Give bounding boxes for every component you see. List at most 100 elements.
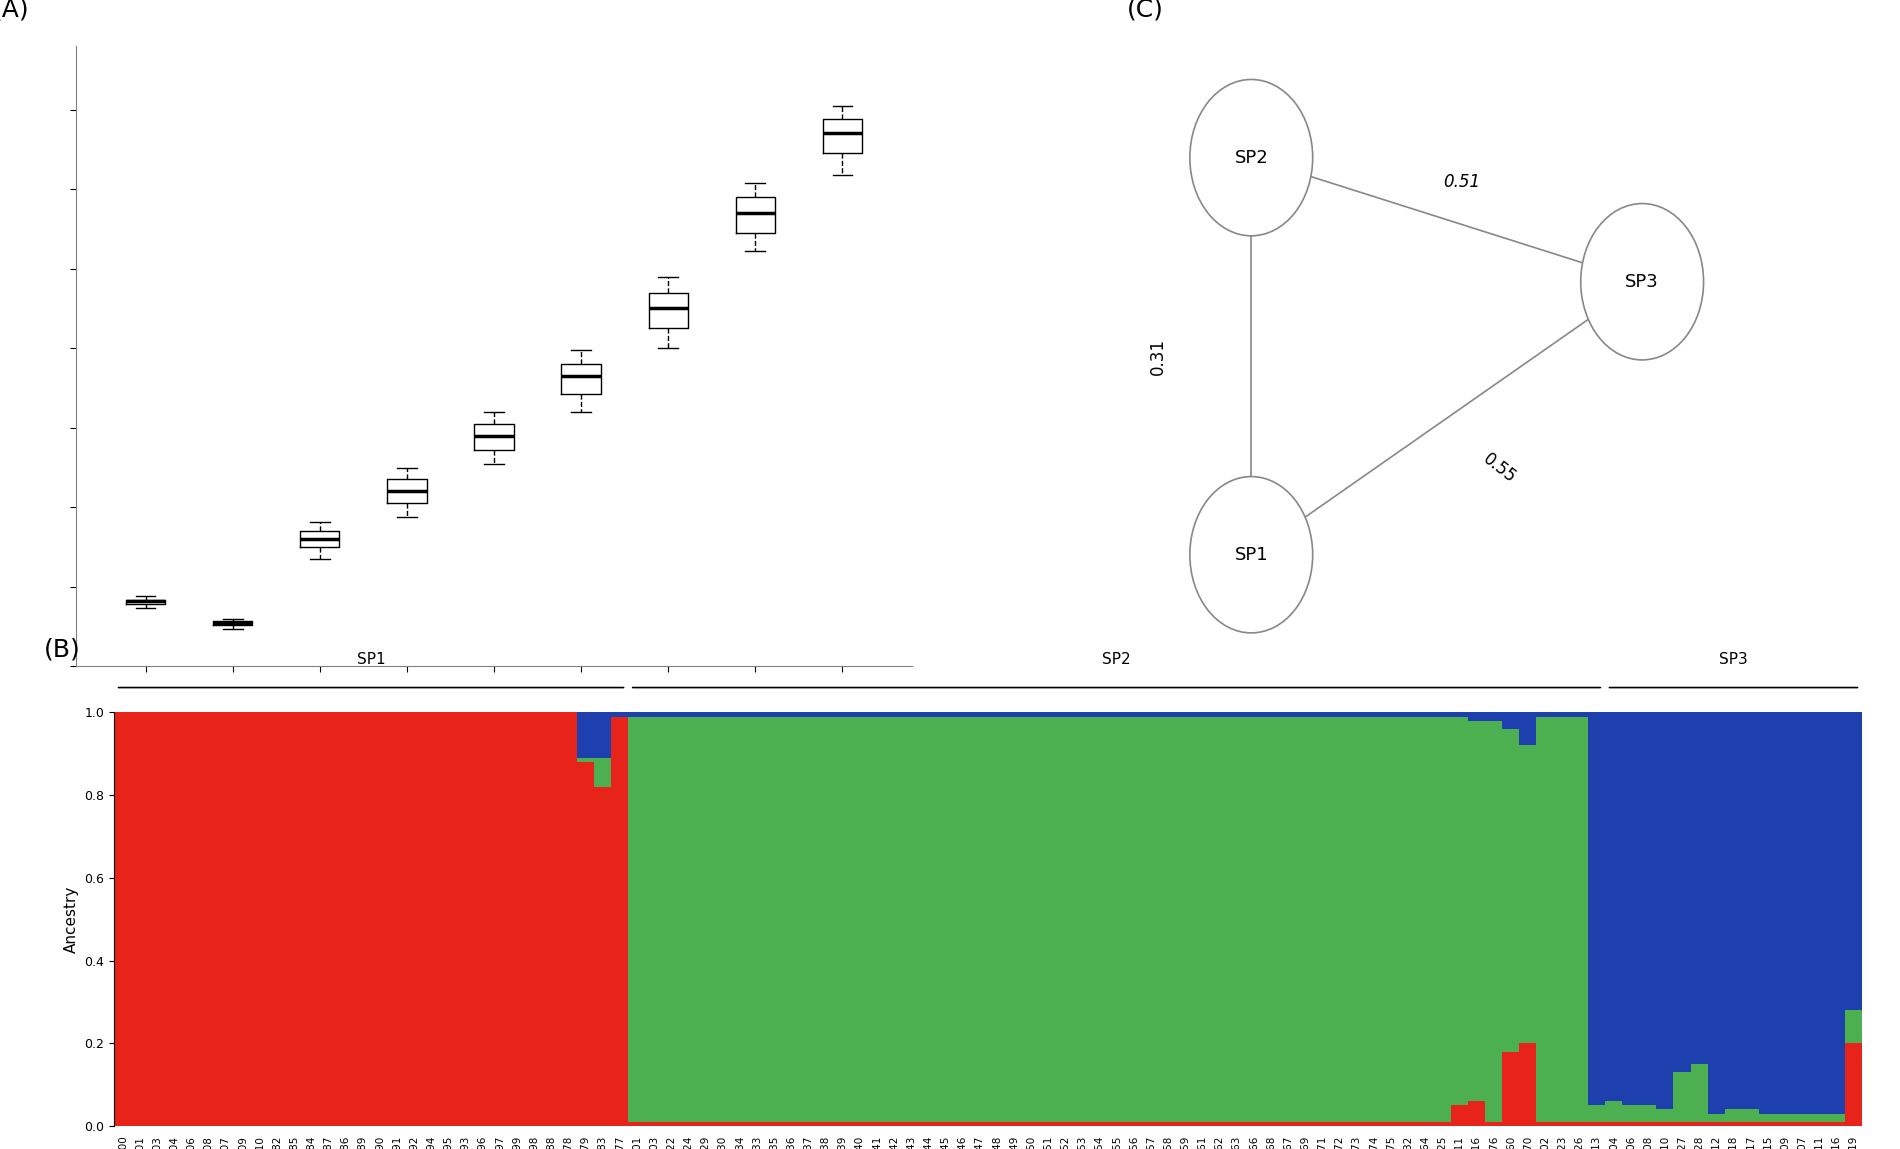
Bar (1606, 1101, 1623, 1121)
Bar (507, 712, 524, 1126)
Bar (1708, 1113, 1725, 1121)
Bar (1571, 712, 1588, 717)
Bar (1313, 1121, 1330, 1126)
Bar (1279, 1121, 1296, 1126)
Bar (1005, 712, 1022, 717)
Bar (1330, 717, 1347, 1121)
Bar (1159, 712, 1176, 717)
Bar (1691, 712, 1708, 1064)
Bar (1486, 712, 1503, 720)
Bar (1244, 1121, 1262, 1126)
Bar (1537, 712, 1554, 717)
Bar (473, 712, 490, 1126)
Bar (1503, 1051, 1520, 1126)
Bar (868, 1121, 885, 1126)
Bar (1091, 712, 1108, 717)
Text: SP2: SP2 (1102, 651, 1130, 666)
Bar (868, 717, 885, 1121)
Bar (1176, 1121, 1193, 1126)
Bar (578, 758, 595, 762)
Bar (1279, 712, 1296, 717)
Bar (1623, 712, 1640, 1105)
Bar (714, 717, 732, 1121)
Bar (1022, 717, 1039, 1121)
Bar (1039, 1121, 1056, 1126)
Bar (937, 1121, 954, 1126)
Bar (937, 717, 954, 1121)
Bar (1452, 712, 1469, 717)
Bar (1434, 712, 1452, 717)
Bar (885, 712, 902, 717)
Ellipse shape (1189, 477, 1313, 633)
Bar (595, 712, 612, 758)
Bar (800, 1121, 817, 1126)
Bar (1776, 712, 1794, 1113)
Bar (920, 717, 937, 1121)
Bar (1520, 712, 1537, 746)
Bar (1434, 1121, 1452, 1126)
Bar (1108, 712, 1125, 717)
Bar (1210, 1121, 1227, 1126)
Bar (954, 712, 971, 717)
Text: 0.31: 0.31 (1150, 338, 1167, 375)
Bar (1794, 712, 1811, 1113)
Bar (1674, 1072, 1691, 1121)
Bar (783, 712, 800, 717)
Text: SP2: SP2 (1235, 148, 1267, 167)
Bar (1588, 1105, 1605, 1121)
Bar (1469, 712, 1486, 720)
Bar (1398, 1121, 1415, 1126)
Bar (1330, 1121, 1347, 1126)
Bar (1725, 1121, 1742, 1126)
Bar (1554, 1121, 1571, 1126)
Bar (834, 717, 851, 1121)
Bar (1725, 712, 1742, 1110)
Bar (456, 712, 473, 1126)
Bar (612, 717, 629, 1126)
Bar (1657, 1121, 1674, 1126)
Bar (817, 1121, 834, 1126)
Bar (1381, 717, 1398, 1121)
Bar (1296, 1121, 1313, 1126)
Bar (697, 1121, 714, 1126)
Bar (851, 712, 868, 717)
Bar (114, 712, 131, 1126)
Bar (200, 712, 217, 1126)
Bar (595, 787, 612, 1126)
Bar (988, 1121, 1005, 1126)
Bar (971, 1121, 988, 1126)
Bar (148, 712, 165, 1126)
Bar (1674, 712, 1691, 1072)
Bar (1469, 720, 1486, 1101)
Bar (319, 712, 336, 1126)
Bar (697, 712, 714, 717)
Bar (578, 762, 595, 1126)
Bar (1364, 1121, 1381, 1126)
Bar (1623, 1121, 1640, 1126)
Bar (1759, 1113, 1776, 1121)
Bar (1571, 717, 1588, 1121)
Bar (885, 1121, 902, 1126)
Bar (336, 712, 353, 1126)
Bar (1142, 717, 1159, 1121)
Bar (1503, 712, 1520, 728)
Bar (1091, 717, 1108, 1121)
Bar (1159, 717, 1176, 1121)
Bar (920, 712, 937, 717)
Bar (1313, 717, 1330, 1121)
Ellipse shape (1189, 79, 1313, 236)
Bar (1776, 1113, 1794, 1121)
Bar (1022, 1121, 1039, 1126)
Bar (560, 712, 578, 1126)
Bar (370, 712, 388, 1126)
Bar (732, 1121, 749, 1126)
Bar (680, 717, 697, 1121)
Bar (851, 717, 868, 1121)
Bar (1845, 1043, 1862, 1126)
Bar (1416, 712, 1434, 717)
Bar (1056, 1121, 1074, 1126)
Bar (1005, 1121, 1022, 1126)
Bar (1416, 717, 1434, 1121)
Bar (1811, 1121, 1828, 1126)
Bar (971, 717, 988, 1121)
